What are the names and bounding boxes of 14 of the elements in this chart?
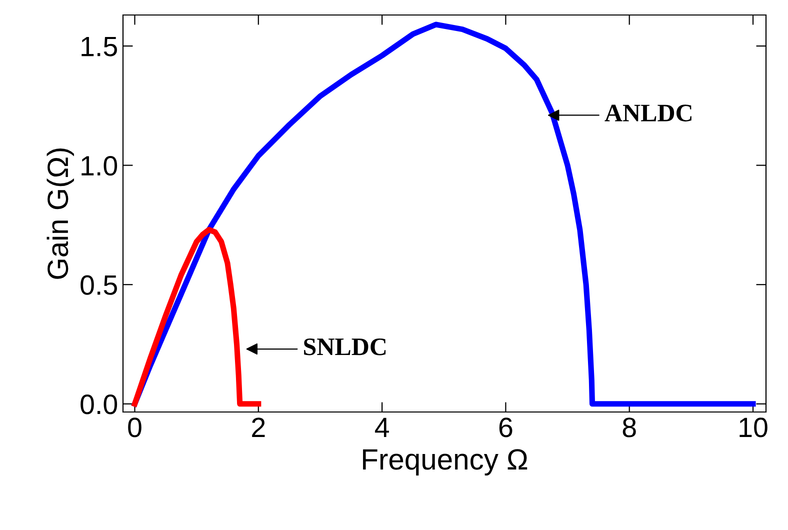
annotation: SNLDC	[304, 338, 386, 356]
y-tick-label: 0.5	[80, 275, 117, 295]
x-tick-label: 10	[740, 418, 768, 438]
y-axis-title: Gain G(Ω)	[46, 148, 74, 279]
y-tick-label: 1.0	[82, 156, 118, 176]
x-axis-title: Frequency Ω	[363, 449, 528, 476]
x-tick-label: 0	[128, 418, 142, 438]
x-tick-label: 4	[374, 418, 389, 437]
x-tick-label: 6	[499, 418, 512, 438]
y-tick-label: 1.5	[82, 36, 117, 56]
x-tick-label: 2	[252, 418, 265, 437]
y-tick-label: 0.0	[80, 394, 118, 414]
x-tick-label: 8	[622, 418, 636, 438]
annotation: ANLDC	[604, 104, 692, 122]
